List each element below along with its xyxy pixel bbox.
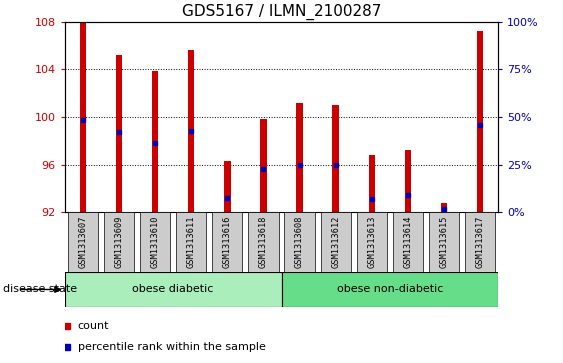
Bar: [405, 150, 411, 212]
Bar: [332, 105, 339, 212]
Bar: [284, 212, 315, 272]
Text: GSM1313617: GSM1313617: [476, 215, 485, 268]
Bar: [441, 203, 448, 212]
Text: GSM1313611: GSM1313611: [187, 215, 196, 268]
Bar: [356, 212, 387, 272]
Text: GSM1313612: GSM1313612: [331, 215, 340, 268]
Text: GSM1313615: GSM1313615: [440, 215, 449, 268]
Text: GSM1313614: GSM1313614: [404, 215, 413, 268]
Bar: [79, 22, 86, 212]
Text: obese diabetic: obese diabetic: [132, 285, 214, 294]
Text: percentile rank within the sample: percentile rank within the sample: [78, 342, 266, 351]
Text: GSM1313618: GSM1313618: [259, 215, 268, 268]
Bar: [429, 212, 459, 272]
Text: GSM1313610: GSM1313610: [150, 215, 159, 268]
Text: disease state: disease state: [3, 285, 77, 294]
Bar: [140, 212, 170, 272]
Bar: [152, 71, 158, 212]
Text: GSM1313613: GSM1313613: [367, 215, 376, 268]
Text: GSM1313607: GSM1313607: [78, 215, 87, 268]
Text: GSM1313608: GSM1313608: [295, 215, 304, 268]
Bar: [320, 212, 351, 272]
Bar: [260, 119, 267, 212]
Bar: [115, 55, 122, 212]
Text: count: count: [78, 321, 109, 331]
Bar: [296, 103, 303, 212]
Bar: [188, 50, 194, 212]
Bar: [65, 272, 282, 307]
Bar: [248, 212, 279, 272]
Bar: [212, 212, 243, 272]
Bar: [465, 212, 495, 272]
Title: GDS5167 / ILMN_2100287: GDS5167 / ILMN_2100287: [182, 4, 381, 20]
Text: GSM1313609: GSM1313609: [114, 215, 123, 268]
Bar: [104, 212, 134, 272]
Bar: [224, 161, 231, 212]
Bar: [282, 272, 498, 307]
Text: obese non-diabetic: obese non-diabetic: [337, 285, 443, 294]
Bar: [176, 212, 207, 272]
Bar: [477, 31, 484, 212]
Bar: [369, 155, 375, 212]
Bar: [393, 212, 423, 272]
Bar: [68, 212, 98, 272]
Text: GSM1313616: GSM1313616: [223, 215, 232, 268]
